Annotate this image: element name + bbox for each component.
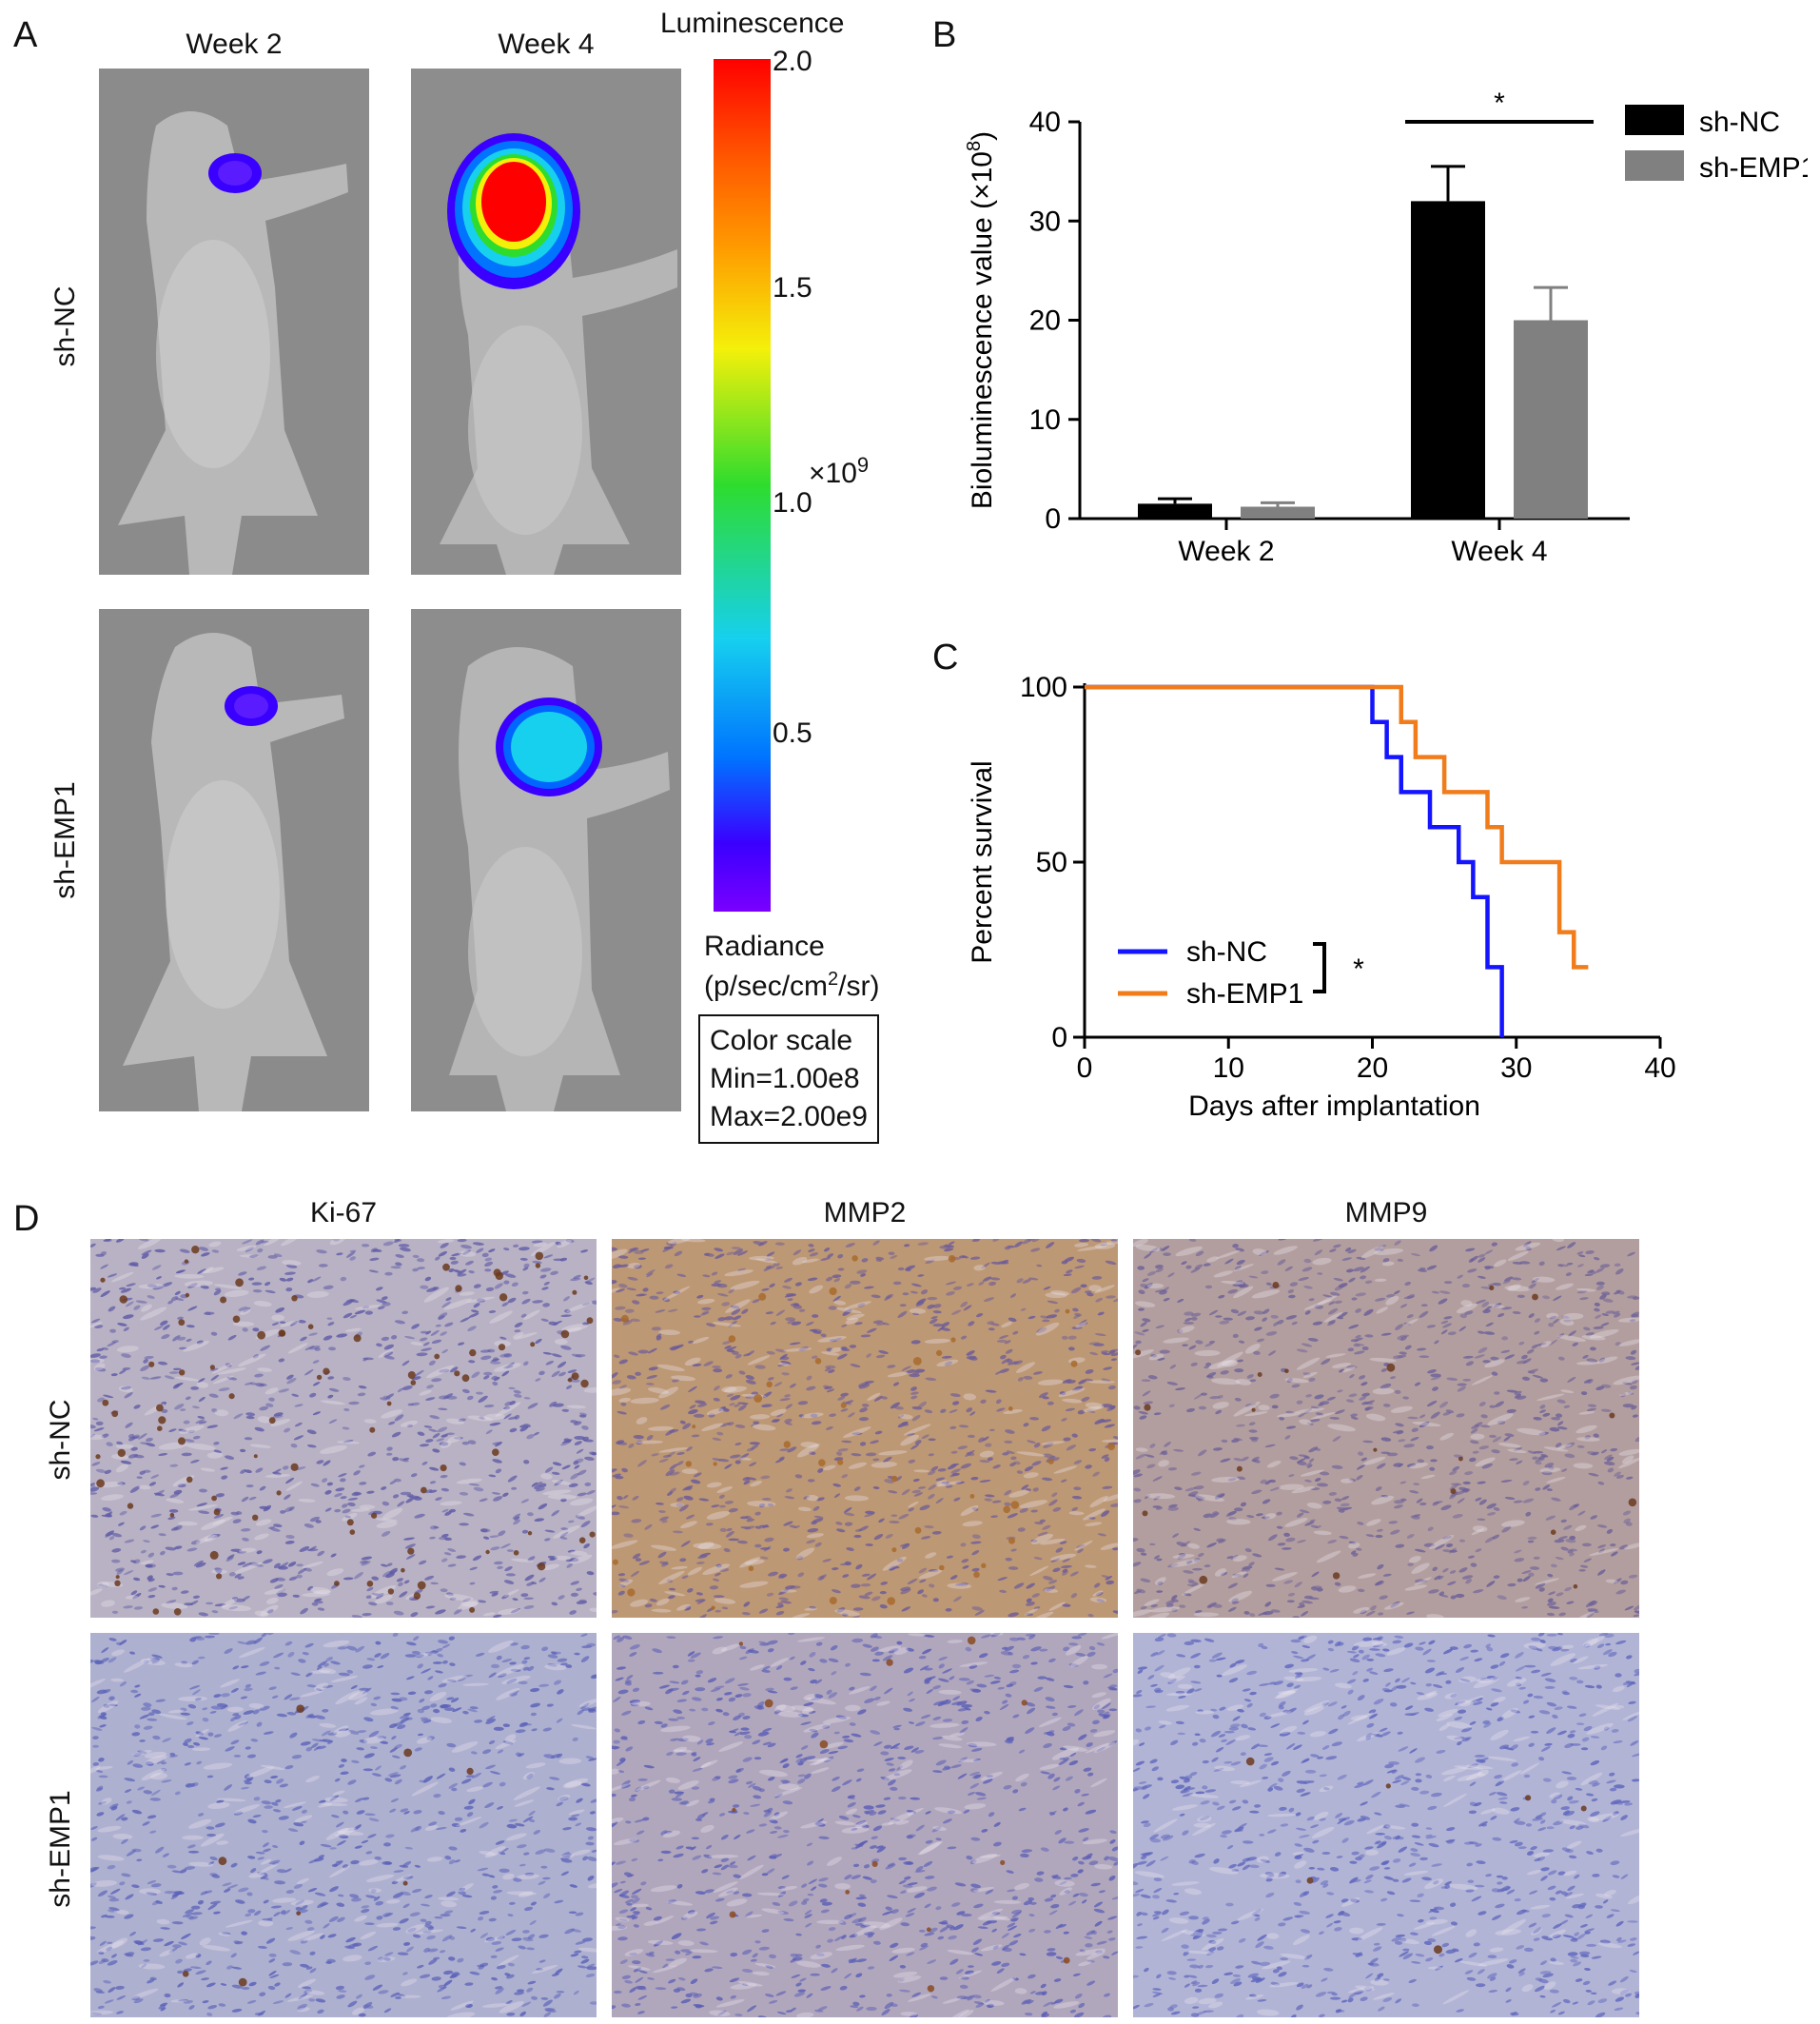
panel-d-column-label-ki67: Ki-67 xyxy=(309,1197,378,1228)
bar xyxy=(1241,506,1315,519)
panel-d-row-label-shemp1: sh-EMP1 xyxy=(45,1790,76,1908)
color-scale-max: Max=2.00e9 xyxy=(710,1101,868,1132)
panel-d-letter: D xyxy=(13,1199,40,1239)
legend-label: sh-NC xyxy=(1699,107,1780,138)
ihc-image-shnc-mmp2 xyxy=(612,1239,1118,1618)
significance-marker: * xyxy=(1494,88,1505,119)
bar xyxy=(1514,320,1588,519)
colorbar-tick-label: 2.0 xyxy=(773,46,812,77)
panel-d-row-label-shnc: sh-NC xyxy=(45,1399,76,1481)
y-tick-label: 30 xyxy=(1029,206,1061,237)
x-tick-label: Week 2 xyxy=(1178,536,1274,567)
bar xyxy=(1138,503,1212,519)
bar-chart-panel-b: 0 10 20 30 40 Bioluminescence value (×108) Wee… xyxy=(964,88,1808,567)
ihc-image-shnc-ki67 xyxy=(90,1239,597,1618)
x-tick-label: 10 xyxy=(1213,1052,1244,1084)
panel-c-letter: C xyxy=(932,638,959,678)
x-tick-label: 30 xyxy=(1500,1052,1532,1084)
y-tick-label: 0 xyxy=(1051,1022,1067,1053)
y-axis-label: Percent survival xyxy=(967,760,998,963)
legend-label: sh-EMP1 xyxy=(1186,978,1303,1010)
panel-d-column-label-mmp9: MMP9 xyxy=(1344,1197,1428,1228)
legend-label: sh-NC xyxy=(1186,936,1267,968)
panel-a-row-label-shemp1: sh-EMP1 xyxy=(49,781,81,899)
color-scale-title: Color scale xyxy=(710,1025,853,1056)
panel-b-letter: B xyxy=(932,15,957,55)
mouse-image-shnc-week2 xyxy=(99,69,369,575)
radiance-label: Radiance xyxy=(704,931,825,962)
panel-a-column-label-week4: Week 4 xyxy=(498,29,595,60)
y-tick-label: 0 xyxy=(1045,503,1061,535)
panel-a-column-label-week2: Week 2 xyxy=(186,29,283,60)
survival-curve xyxy=(1085,684,1504,1037)
legend-label: sh-EMP1 xyxy=(1699,152,1808,184)
ihc-image-shemp1-ki67 xyxy=(90,1633,597,2017)
colorbar-gradient xyxy=(714,59,771,912)
colorbar-tick-label: 1.5 xyxy=(773,272,812,304)
x-tick-label: 20 xyxy=(1357,1052,1388,1084)
y-tick-label: 10 xyxy=(1029,404,1061,436)
x-tick-label: 0 xyxy=(1077,1052,1093,1084)
legend-swatch xyxy=(1625,150,1684,181)
survival-chart-panel-c: 0 50 100 0 10 20 30 40 Days after implantation Pe… xyxy=(967,672,1676,1122)
ihc-image-shnc-mmp9 xyxy=(1133,1239,1639,1618)
bar xyxy=(1411,201,1485,519)
panel-a-letter: A xyxy=(13,15,38,55)
colorbar-tick-label: 0.5 xyxy=(773,717,812,749)
colorbar-multiplier: ×109 xyxy=(809,453,870,489)
significance-bracket xyxy=(1313,942,1326,993)
panel-d-column-label-mmp2: MMP2 xyxy=(823,1197,907,1228)
colorbar-title: Luminescence xyxy=(660,8,845,39)
y-tick-label: 40 xyxy=(1029,107,1061,138)
mouse-image-shnc-week4 xyxy=(411,69,681,575)
y-tick-label: 100 xyxy=(1020,672,1067,703)
y-tick-label: 50 xyxy=(1036,847,1067,878)
radiance-unit: (p/sec/cm2/sr) xyxy=(704,969,880,1002)
colorbar-tick-label: 1.0 xyxy=(773,487,812,519)
x-tick-label: 40 xyxy=(1644,1052,1675,1084)
significance-marker: * xyxy=(1353,953,1364,985)
legend-swatch xyxy=(1625,105,1684,135)
x-tick-label: Week 4 xyxy=(1451,536,1547,567)
mouse-image-shemp1-week4 xyxy=(411,609,681,1111)
color-scale-box: Color scale Min=1.00e8 Max=2.00e9 xyxy=(698,1014,879,1144)
ihc-image-shemp1-mmp2 xyxy=(612,1633,1118,2017)
y-tick-label: 20 xyxy=(1029,305,1061,337)
x-axis-label: Days after implantation xyxy=(1188,1091,1480,1122)
mouse-image-shemp1-week2 xyxy=(99,609,369,1111)
color-scale-min: Min=1.00e8 xyxy=(710,1063,860,1094)
panel-a-row-label-shnc: sh-NC xyxy=(49,285,81,367)
y-axis-label: Bioluminescence value (×108) xyxy=(964,131,998,509)
survival-curve xyxy=(1085,684,1589,970)
ihc-image-shemp1-mmp9 xyxy=(1133,1633,1639,2017)
